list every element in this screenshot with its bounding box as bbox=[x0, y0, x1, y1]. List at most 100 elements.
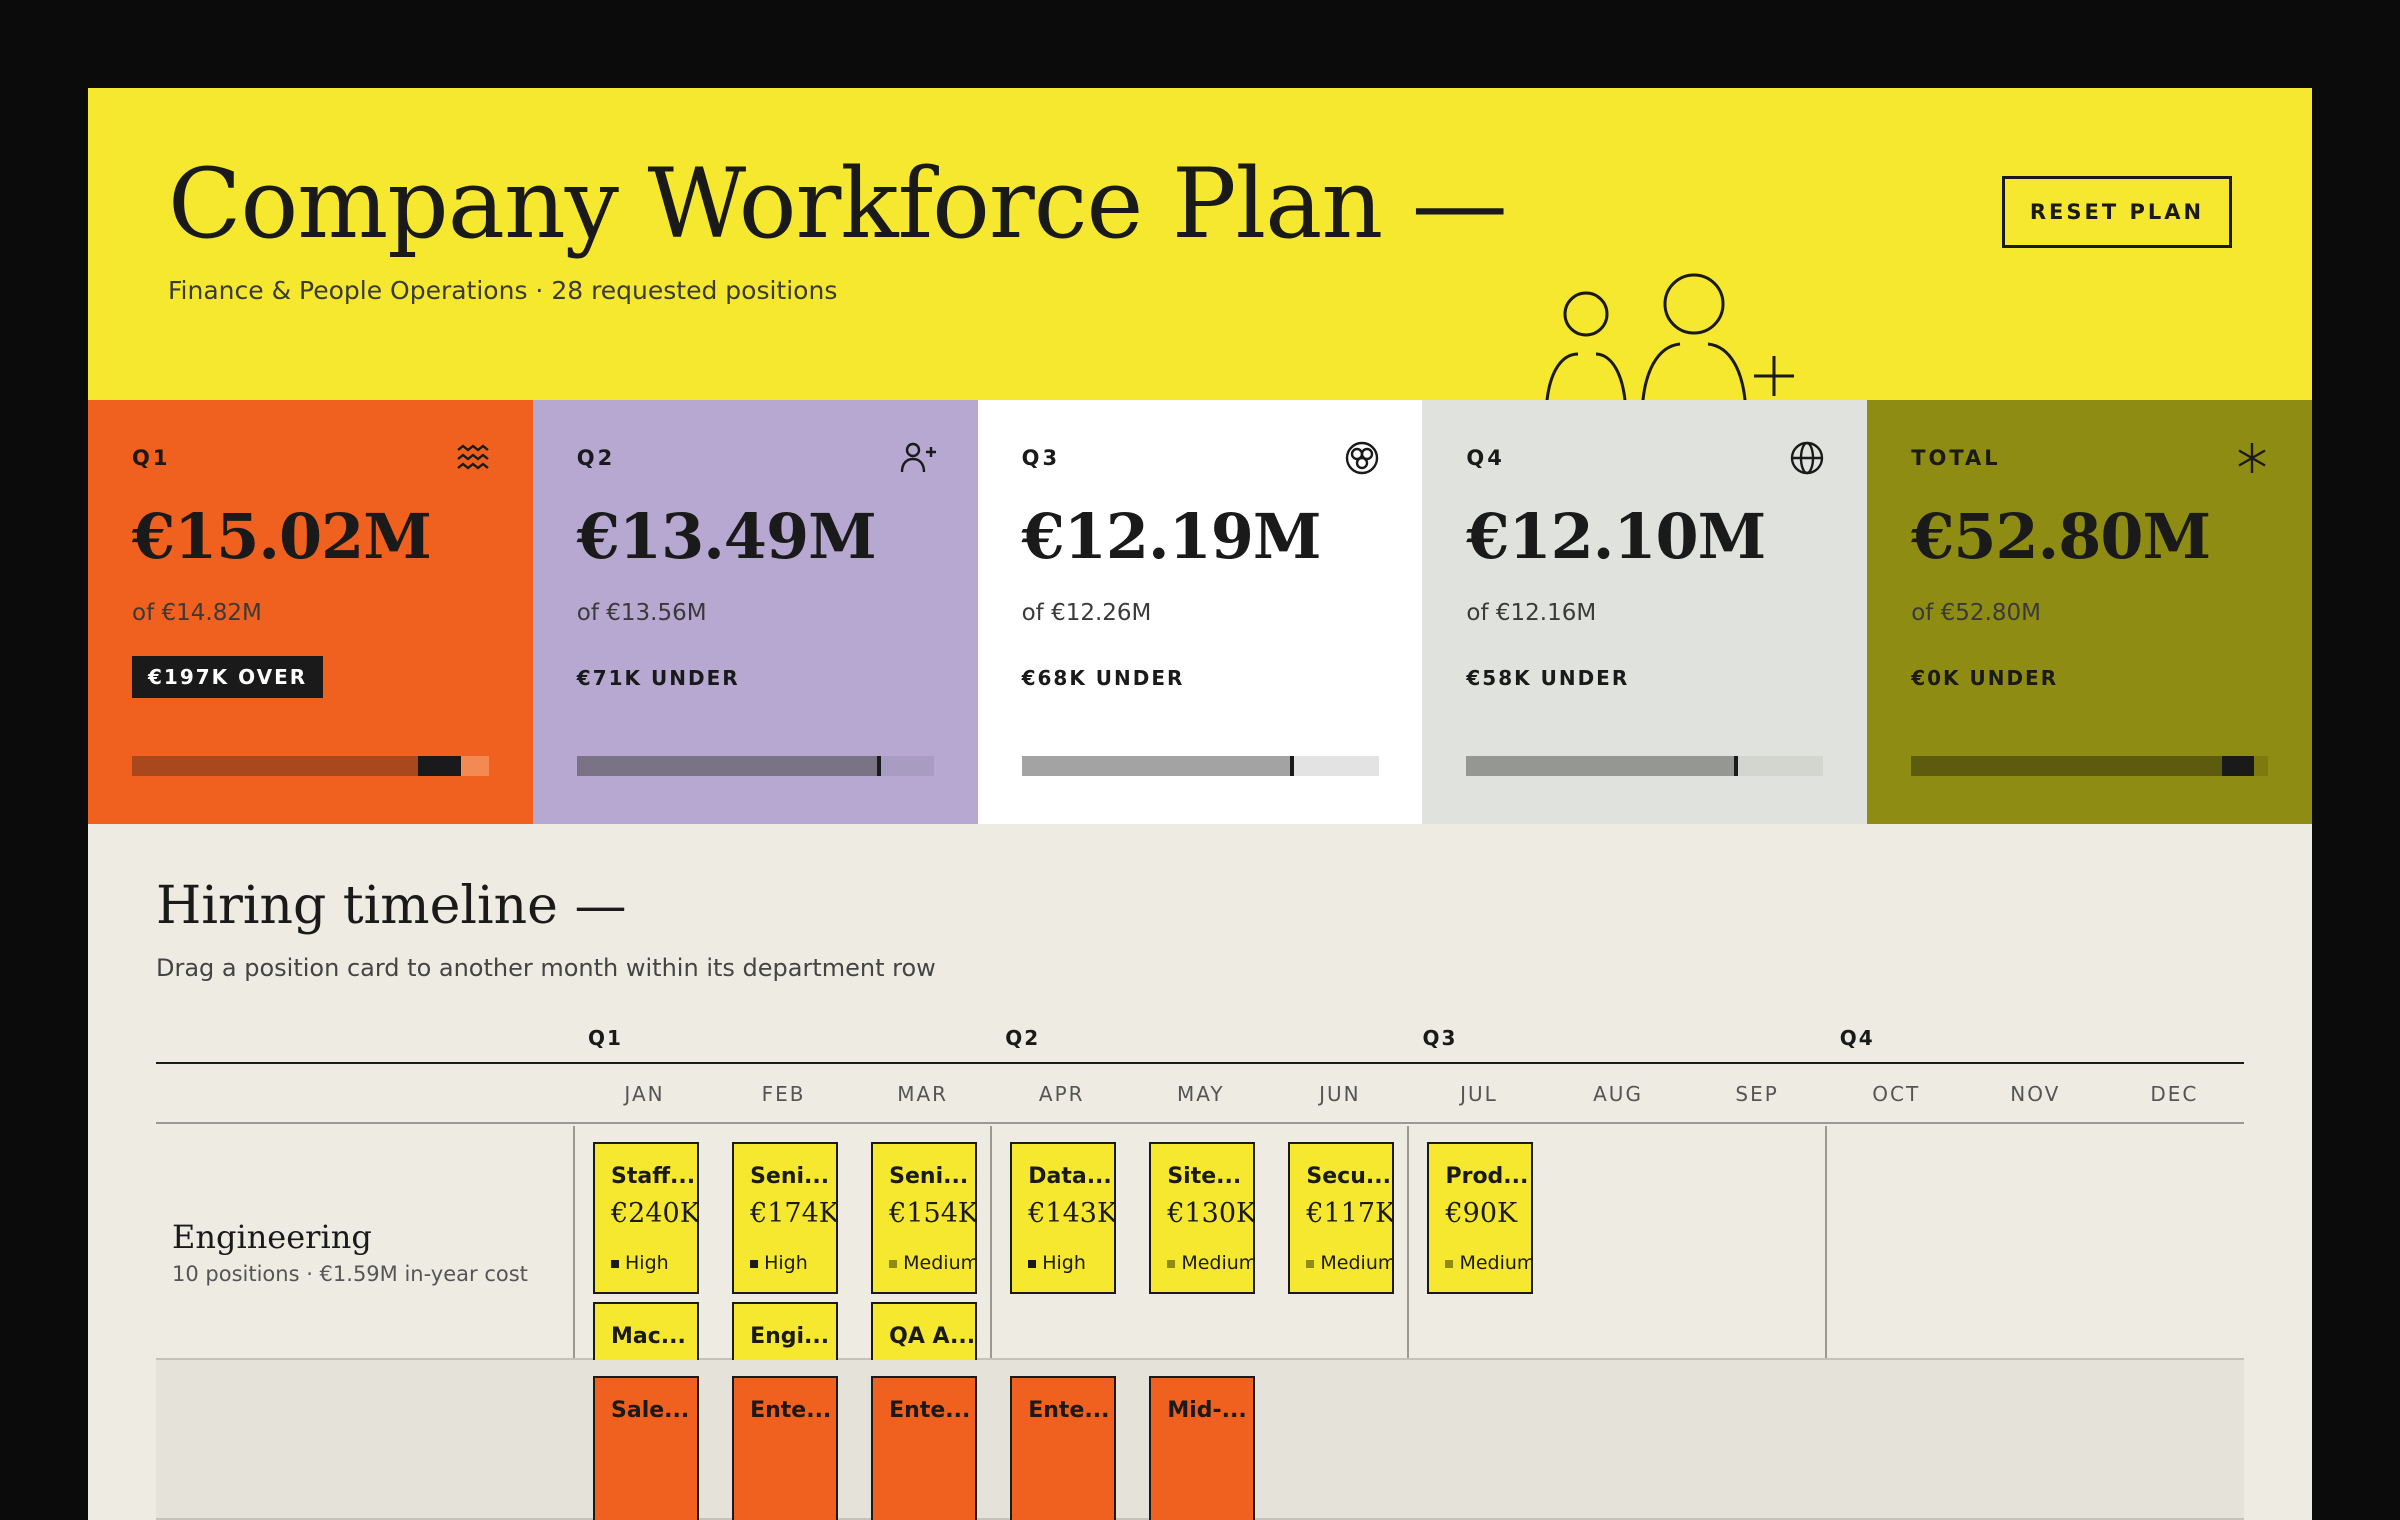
person-add-icon bbox=[898, 438, 938, 478]
quarter-divider bbox=[1824, 1126, 1827, 1520]
budget-progress-bar bbox=[576, 756, 934, 776]
priority-dot bbox=[1306, 1259, 1315, 1268]
position-title: Prod... bbox=[1445, 1164, 1529, 1189]
card-label: TOTAL bbox=[1911, 446, 2001, 470]
asterisk-icon bbox=[2232, 438, 2272, 478]
quarter-divider bbox=[1407, 1126, 1410, 1520]
quarter-card-q3: Q3 €12.19M of €12.26M €68K UNDER bbox=[977, 400, 1423, 824]
position-title: Ente... bbox=[889, 1398, 971, 1423]
variance-badge: €197K OVER bbox=[132, 656, 324, 698]
position-card[interactable]: Secu... €117K Medium bbox=[1288, 1142, 1395, 1294]
month-header-feb: FEB bbox=[761, 1082, 806, 1106]
waves-icon bbox=[453, 438, 493, 478]
quarter-card-total: TOTAL €52.80M of €52.80M €0K UNDER bbox=[1867, 400, 2312, 824]
priority-label: Medium bbox=[903, 1252, 978, 1274]
position-title: Data... bbox=[1028, 1164, 1112, 1189]
position-priority: Medium bbox=[1445, 1252, 1531, 1274]
month-header-row: JAN FEB MAR APR MAY JUN JUL AUG SEP OCT NOV DEC bbox=[156, 1064, 2244, 1124]
month-header-aug: AUG bbox=[1593, 1082, 1643, 1106]
position-title: Mid-... bbox=[1167, 1398, 1247, 1423]
position-card[interactable]: Staff... €240K High bbox=[593, 1142, 699, 1294]
position-priority: Medium bbox=[1306, 1252, 1395, 1274]
budget-progress-fill bbox=[576, 756, 877, 776]
quarter-header-q2: Q2 bbox=[1005, 1026, 1041, 1050]
month-header-mar: MAR bbox=[897, 1082, 949, 1106]
position-card[interactable]: Ente... bbox=[1010, 1376, 1117, 1520]
month-header-jun: JUN bbox=[1319, 1082, 1361, 1106]
priority-label: Medium bbox=[1181, 1252, 1256, 1274]
month-header-apr: APR bbox=[1038, 1082, 1085, 1106]
position-card[interactable]: Sale... bbox=[593, 1376, 699, 1520]
position-card[interactable]: Data... €143K High bbox=[1010, 1142, 1117, 1294]
position-title: Ente... bbox=[750, 1398, 832, 1423]
position-priority: High bbox=[1028, 1252, 1086, 1274]
budget-progress-marker bbox=[1289, 756, 1294, 776]
card-budget: of €52.80M bbox=[1911, 600, 2041, 626]
quarter-card-q4: Q4 €12.10M of €12.16M €58K UNDER bbox=[1422, 400, 1868, 824]
position-title: Mac... bbox=[611, 1324, 686, 1349]
position-card[interactable]: Seni... €174K High bbox=[732, 1142, 839, 1294]
month-header-may: MAY bbox=[1177, 1082, 1225, 1106]
position-cost: €130K bbox=[1167, 1198, 1256, 1229]
variance-badge: €0K UNDER bbox=[1911, 666, 2059, 690]
card-budget: of €12.26M bbox=[1021, 600, 1152, 626]
position-title: Seni... bbox=[889, 1164, 969, 1189]
position-title: Seni... bbox=[750, 1164, 830, 1189]
position-title: Secu... bbox=[1306, 1164, 1391, 1189]
budget-progress-bar bbox=[1911, 756, 2269, 776]
priority-dot bbox=[750, 1259, 759, 1268]
position-card[interactable]: Mid-... bbox=[1149, 1376, 1256, 1520]
position-cost: €90K bbox=[1445, 1198, 1518, 1229]
budget-progress-fill bbox=[1911, 756, 2255, 776]
variance-badge: €58K UNDER bbox=[1466, 666, 1630, 690]
position-title: QA A... bbox=[889, 1324, 974, 1349]
card-amount: €13.49M bbox=[576, 500, 877, 573]
position-cost: €154K bbox=[889, 1198, 978, 1229]
timeline-subtitle: Drag a position card to another month wi… bbox=[156, 954, 936, 982]
quarter-divider bbox=[990, 1126, 993, 1520]
priority-dot bbox=[1028, 1259, 1037, 1268]
budget-progress-bar bbox=[1466, 756, 1824, 776]
reset-plan-button[interactable]: RESET PLAN bbox=[2002, 176, 2232, 248]
position-card[interactable]: Ente... bbox=[871, 1376, 978, 1520]
position-cost: €240K bbox=[611, 1198, 699, 1229]
card-amount: €52.80M bbox=[1911, 500, 2211, 573]
department-meta: 10 positions · €1.59M in-year cost bbox=[172, 1262, 528, 1286]
position-cost: €174K bbox=[750, 1198, 839, 1229]
month-header-nov: NOV bbox=[2010, 1082, 2061, 1106]
budget-progress-fill bbox=[1466, 756, 1735, 776]
department-row: Engineering 10 positions · €1.59M in-year… bbox=[156, 1126, 2244, 1454]
position-card[interactable]: Prod... €90K Medium bbox=[1427, 1142, 1534, 1294]
quarter-header-q4: Q4 bbox=[1839, 1026, 1875, 1050]
card-budget: of €12.16M bbox=[1466, 600, 1597, 626]
quarter-card-q1: Q1 €15.02M of €14.82M €197K OVER bbox=[88, 400, 533, 824]
priority-dot bbox=[889, 1259, 898, 1268]
position-cost: €143K bbox=[1028, 1198, 1117, 1229]
people-add-icon bbox=[1544, 273, 1794, 421]
card-amount: €15.02M bbox=[132, 500, 432, 573]
department-row: Sale... Ente... Ente... Ente... Mid-... bbox=[156, 1360, 2244, 1520]
position-card[interactable]: Ente... bbox=[732, 1376, 839, 1520]
budget-progress-bar bbox=[1021, 756, 1379, 776]
timeline-title: Hiring timeline — bbox=[156, 876, 627, 936]
quarter-divider bbox=[573, 1126, 575, 1520]
hiring-timeline-grid: Q1 Q2 Q3 Q4 JAN FEB MAR APR MAY JUN JUL AUG SEP OCT N… bbox=[156, 1016, 2244, 1520]
position-card[interactable]: Seni... €154K Medium bbox=[871, 1142, 978, 1294]
budget-progress-fill bbox=[1021, 756, 1290, 776]
priority-dot bbox=[611, 1259, 619, 1268]
card-budget: of €14.82M bbox=[132, 600, 262, 626]
position-title: Ente... bbox=[1028, 1398, 1110, 1423]
variance-badge: €68K UNDER bbox=[1021, 666, 1185, 690]
position-priority: High bbox=[750, 1252, 808, 1274]
card-amount: €12.19M bbox=[1021, 500, 1322, 573]
priority-label: High bbox=[625, 1252, 669, 1274]
quarter-header-row: Q1 Q2 Q3 Q4 bbox=[156, 1016, 2244, 1064]
month-header-dec: DEC bbox=[2150, 1082, 2199, 1106]
priority-label: Medium bbox=[1320, 1252, 1395, 1274]
position-priority: Medium bbox=[889, 1252, 978, 1274]
position-card[interactable]: Site... €130K Medium bbox=[1149, 1142, 1256, 1294]
priority-label: High bbox=[764, 1252, 808, 1274]
budget-progress-marker bbox=[876, 756, 881, 776]
position-title: Staff... bbox=[611, 1164, 695, 1189]
budget-progress-marker bbox=[2222, 756, 2255, 776]
